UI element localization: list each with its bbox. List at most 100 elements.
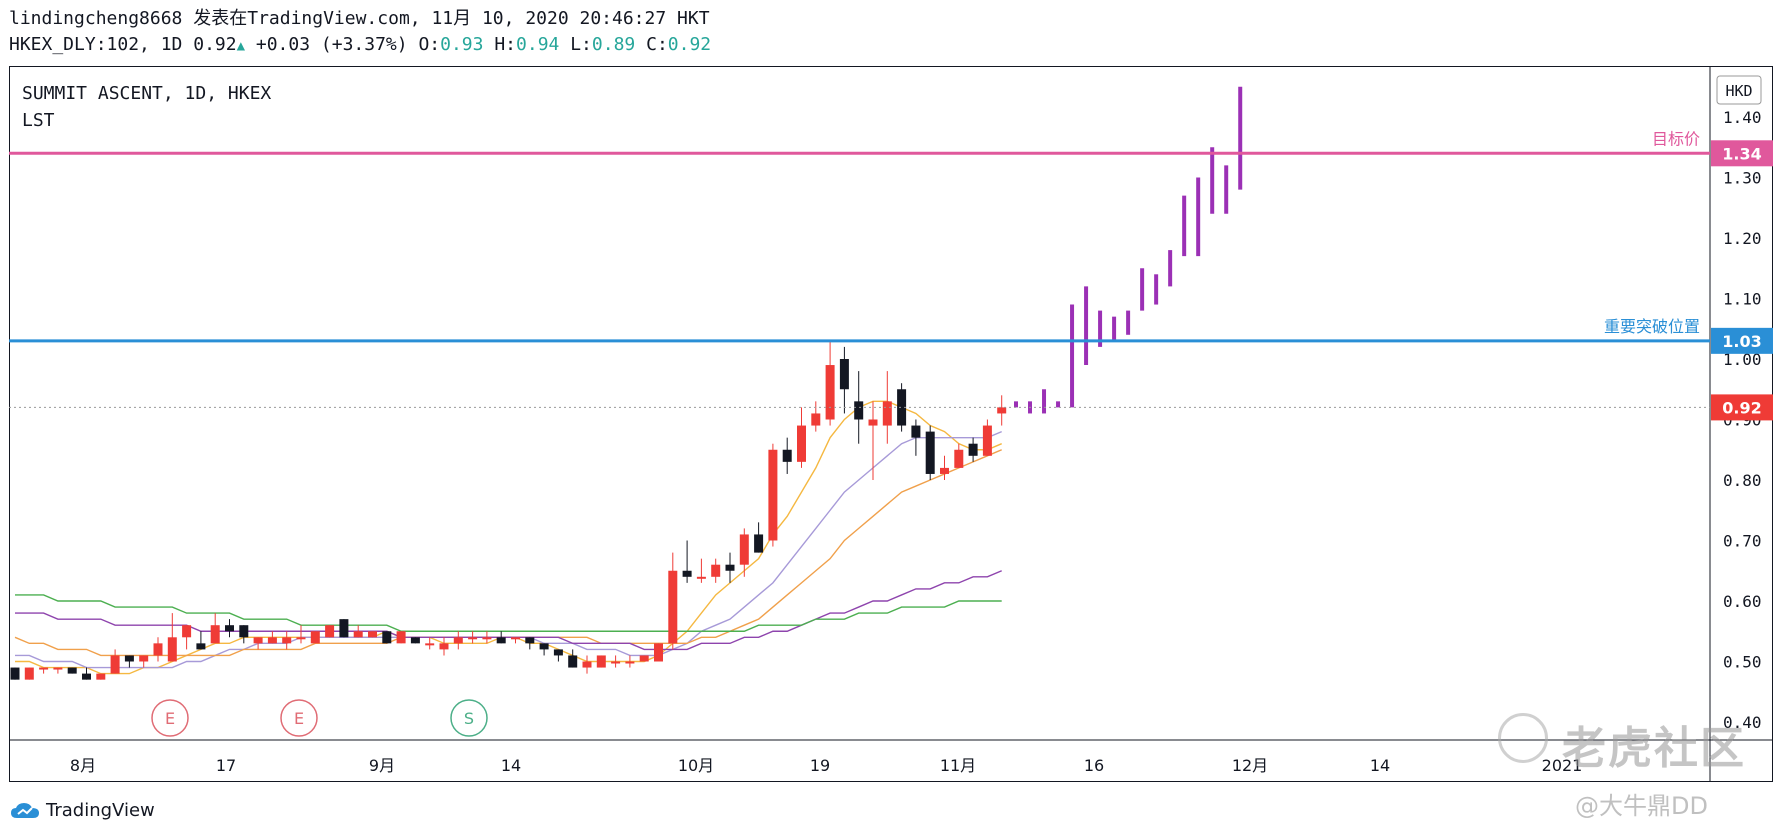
last-price: 0.92	[193, 34, 237, 55]
candle-body	[225, 625, 234, 632]
candle-body	[210, 625, 220, 644]
moving-average-line	[15, 570, 1002, 651]
candle-body	[682, 570, 692, 577]
candle-body	[82, 673, 91, 680]
candle-body	[511, 637, 520, 640]
watermark-logo-icon	[1498, 713, 1548, 763]
candle-body	[725, 564, 735, 571]
candle-body	[711, 564, 721, 577]
level-value-label: 1.03	[1722, 332, 1761, 351]
candle-body	[954, 449, 964, 468]
candle-body	[639, 655, 649, 662]
candle-body	[582, 661, 592, 668]
candle-body	[739, 534, 749, 565]
candle-body	[854, 401, 864, 420]
candle-body	[453, 637, 463, 644]
candle-body	[282, 637, 292, 644]
candle-body	[439, 643, 449, 650]
x-tick-label: 14	[1370, 756, 1390, 775]
footer-brand: TradingView	[46, 800, 155, 821]
candle-body	[253, 637, 263, 644]
candle-body	[196, 643, 206, 650]
candle-body	[797, 425, 806, 462]
candle-body	[611, 661, 621, 664]
chart-header: lindingcheng8668 发表在TradingView.com, 11月…	[9, 6, 711, 58]
x-tick-label: 17	[216, 756, 236, 775]
level-value-label: 1.34	[1722, 144, 1761, 163]
candle-body	[368, 631, 377, 638]
candle-body	[67, 667, 77, 674]
event-marker-label: E	[294, 709, 304, 728]
candle-body	[596, 655, 606, 668]
candle-body	[982, 425, 992, 456]
y-tick-label: 1.10	[1723, 290, 1762, 309]
candle-body	[553, 649, 563, 656]
candle-body	[925, 431, 935, 474]
y-tick-label: 0.80	[1723, 471, 1762, 490]
x-tick-label: 9月	[369, 756, 395, 775]
candle-body	[310, 631, 320, 644]
y-tick-label: 0.50	[1723, 653, 1762, 672]
currency-label: HKD	[1725, 82, 1752, 100]
candle-body	[568, 655, 578, 668]
chart-legend: SUMMIT ASCENT, 1D, HKEX LST	[22, 80, 271, 134]
tradingview-cloud-icon	[11, 802, 39, 818]
x-tick-label: 12月	[1232, 756, 1268, 775]
candle-body	[24, 667, 34, 680]
ohlc-info: HKEX_DLY:102, 1D 0.92▲ +0.03 (+3.37%) O:…	[9, 32, 711, 58]
legend-indicator: LST	[22, 110, 55, 131]
open-label: O:	[418, 34, 441, 55]
level-badge	[1711, 327, 1773, 354]
candle-body	[897, 389, 907, 426]
candle-body	[239, 625, 249, 638]
y-tick-label: 1.20	[1723, 229, 1762, 248]
y-tick-label: 0.70	[1723, 532, 1762, 551]
low-label: L:	[570, 34, 592, 55]
candle-body	[425, 643, 435, 646]
high-label: H:	[494, 34, 517, 55]
last-price-badge	[1711, 394, 1773, 421]
candle-body	[153, 643, 163, 656]
chart-frame	[9, 66, 1773, 782]
event-marker-label: E	[165, 709, 175, 728]
moving-average-line	[15, 430, 1002, 669]
candle-body	[124, 655, 134, 662]
close-value: 0.92	[667, 34, 712, 55]
price-change: +0.03 (+3.37%)	[255, 34, 408, 55]
candle-body	[468, 637, 478, 640]
x-tick-label: 16	[1084, 756, 1104, 775]
watermark-author: @大牛鼎DD	[1575, 792, 1708, 820]
candle-body	[525, 637, 535, 644]
symbol-label: HKEX_DLY:102, 1D	[9, 34, 183, 55]
y-tick-label: 1.40	[1723, 108, 1762, 127]
up-arrow-icon: ▲	[236, 38, 246, 54]
moving-average-line	[15, 400, 1002, 675]
tradingview-logo[interactable]: TradingView	[10, 800, 155, 821]
publish-info: lindingcheng8668 发表在TradingView.com, 11月…	[9, 8, 710, 29]
candle-body	[267, 637, 277, 644]
high-value: 0.94	[516, 34, 560, 55]
candle-body	[96, 673, 106, 680]
candle-body	[997, 407, 1007, 414]
x-tick-label: 19	[810, 756, 830, 775]
watermark-text: 老虎社区	[1562, 723, 1746, 774]
level-name-label: 重要突破位置	[1604, 317, 1700, 336]
candle-body	[754, 534, 764, 553]
event-marker	[280, 699, 318, 737]
candle-body	[968, 443, 978, 456]
x-tick-label: 2021	[1542, 756, 1583, 775]
candle-body	[496, 637, 506, 644]
candle-body	[668, 570, 678, 644]
candle-body	[382, 631, 392, 644]
candle-body	[53, 667, 63, 670]
candle-body	[410, 637, 420, 644]
y-tick-label: 0.60	[1723, 592, 1762, 611]
candle-body	[339, 619, 349, 638]
x-tick-label: 11月	[940, 756, 976, 775]
candle-body	[839, 359, 849, 390]
candle-body	[868, 419, 878, 426]
candle-body	[39, 667, 49, 670]
moving-average-line	[15, 594, 1002, 632]
candle-body	[167, 637, 177, 662]
